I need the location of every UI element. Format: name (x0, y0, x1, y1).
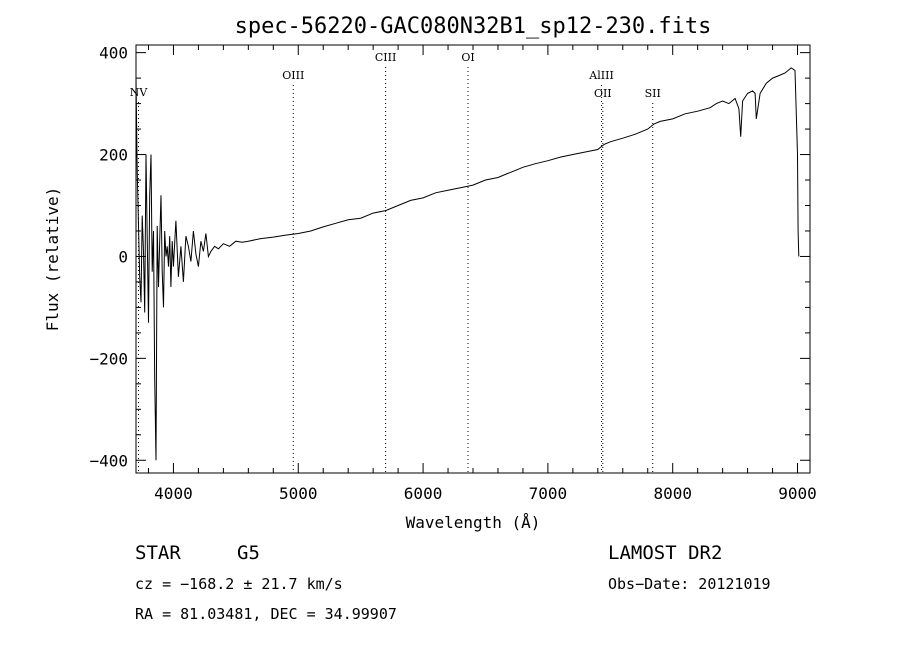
line-marker-label: OIII (282, 69, 304, 82)
y-tick-label: −200 (89, 349, 128, 368)
x-tick-label: 8000 (653, 484, 692, 503)
coordinates: RA = 81.03481, DEC = 34.99907 (135, 605, 397, 623)
plot-frame (135, 44, 811, 474)
chart-title: spec-56220-GAC080N32B1_sp12-230.fits (235, 14, 712, 39)
line-marker-label: CIII (375, 51, 396, 64)
survey-name: LAMOST DR2 (608, 542, 722, 564)
line-marker-label: OI (461, 51, 474, 64)
x-tick-label: 7000 (529, 484, 568, 503)
observation-date: Obs−Date: 20121019 (608, 575, 771, 593)
subclass: G5 (237, 542, 260, 564)
y-tick-label: 0 (118, 247, 128, 266)
line-marker-label: AlIII (588, 69, 614, 82)
x-tick-label: 4000 (154, 484, 193, 503)
y-tick-label: −400 (89, 451, 128, 470)
redshift-velocity: cz = −168.2 ± 21.7 km/s (135, 575, 343, 593)
x-axis-label: Wavelength (Å) (406, 513, 541, 532)
line-marker-label: NV (130, 86, 149, 99)
x-tick-label: 6000 (404, 484, 443, 503)
line-marker-label: OII (594, 87, 612, 100)
axis-tick-labels: 4000 5000 6000 7000 8000 9000 −400 −200 0 200 400 (89, 44, 816, 503)
axis-ticks (136, 45, 810, 473)
y-tick-label: 200 (99, 146, 128, 165)
x-tick-label: 5000 (279, 484, 318, 503)
spectrum-line (135, 67, 800, 461)
x-tick-label: 9000 (778, 484, 817, 503)
line-marker-label: SII (645, 87, 661, 100)
y-axis-label: Flux (relative) (43, 187, 62, 332)
y-tick-label: 400 (99, 44, 128, 63)
emission-line-markers: NV OIII CIII OI AlIII OII SII (130, 51, 661, 473)
object-class: STAR (135, 542, 181, 564)
